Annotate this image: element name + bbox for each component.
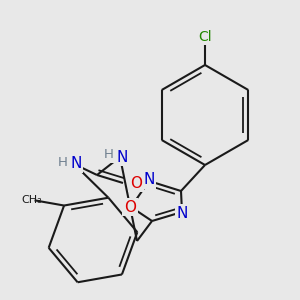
Text: Cl: Cl [198,30,212,44]
Text: H: H [58,155,68,169]
Text: O: O [130,176,142,190]
Text: N: N [116,149,128,164]
Text: CH₃: CH₃ [21,195,42,205]
Text: N: N [70,157,82,172]
Text: N: N [176,206,188,220]
Text: N: N [143,172,155,188]
Text: O: O [124,200,136,214]
Text: H: H [104,148,114,161]
